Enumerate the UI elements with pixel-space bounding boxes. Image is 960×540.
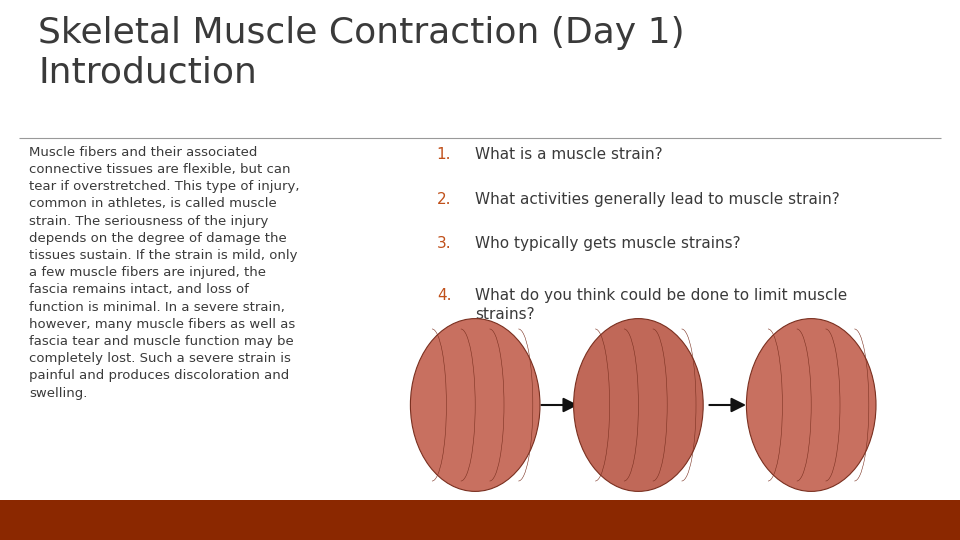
Text: Normal, healthy muscle: Normal, healthy muscle	[409, 508, 541, 518]
Text: 3.: 3.	[437, 236, 451, 251]
Text: What is a muscle strain?: What is a muscle strain?	[475, 147, 662, 163]
Ellipse shape	[574, 319, 703, 491]
Text: Muscle fibers and their associated
connective tissues are flexible, but can
tear: Muscle fibers and their associated conne…	[29, 146, 300, 400]
Text: Strained muscle: Strained muscle	[593, 508, 684, 518]
Text: What do you think could be done to limit muscle
strains?: What do you think could be done to limit…	[475, 288, 848, 322]
Text: What activities generally lead to muscle strain?: What activities generally lead to muscle…	[475, 192, 840, 207]
Text: 1.: 1.	[437, 147, 451, 163]
Text: Muscle after healing: Muscle after healing	[755, 508, 868, 518]
Ellipse shape	[746, 319, 876, 491]
Text: Who typically gets muscle strains?: Who typically gets muscle strains?	[475, 236, 741, 251]
Text: Skeletal Muscle Contraction (Day 1)
Introduction: Skeletal Muscle Contraction (Day 1) Intr…	[38, 16, 685, 90]
Text: 2.: 2.	[437, 192, 451, 207]
Ellipse shape	[411, 319, 540, 491]
Bar	[0, 500, 960, 540]
Text: 4.: 4.	[437, 288, 451, 303]
